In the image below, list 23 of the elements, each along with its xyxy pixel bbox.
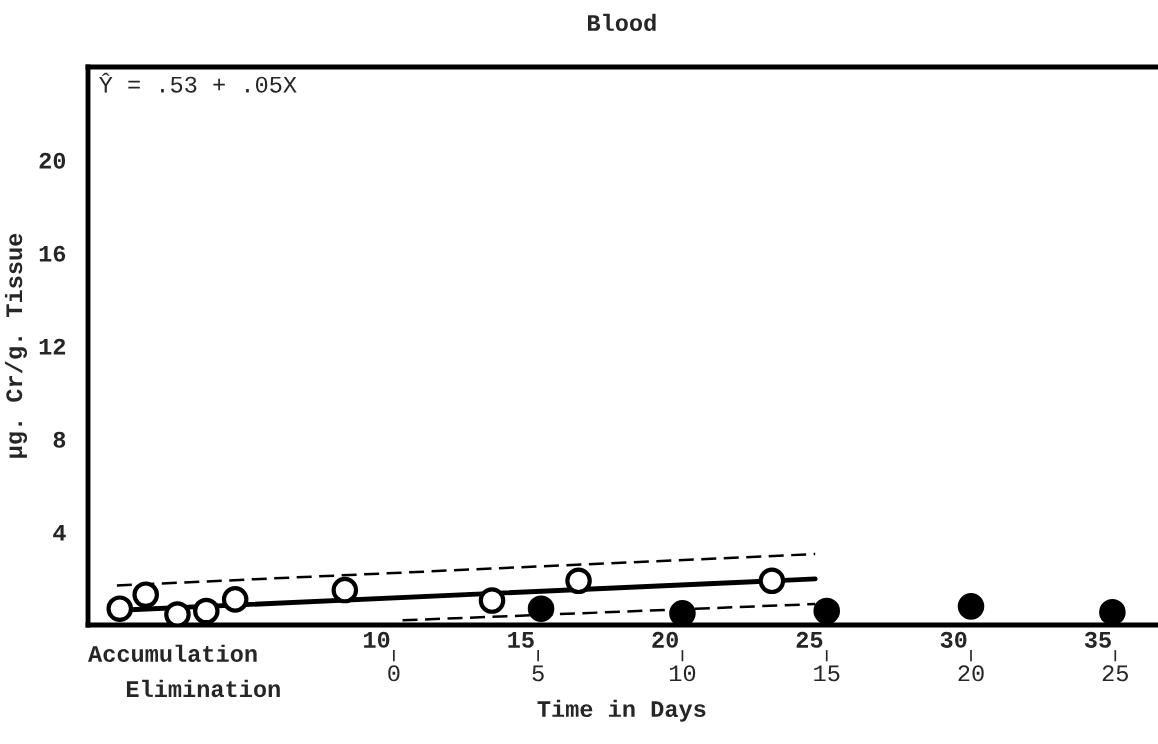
x2-tick-label: 10 — [669, 665, 696, 682]
x-tick-label: 30 — [940, 631, 967, 648]
x-tick-label: 20 — [652, 631, 678, 648]
text: Accumulation — [88, 644, 257, 662]
y-tick-label: 16 — [39, 245, 66, 262]
y-tick-label: 20 — [39, 152, 66, 169]
annotation: Ŷ = .53 + .05X — [99, 72, 297, 93]
x2-tick-label: 25 — [1102, 665, 1128, 682]
x-tick-label: 35 — [1084, 631, 1111, 648]
x2-tick-label: 0 — [388, 665, 400, 682]
x-tick-label: 10 — [363, 631, 390, 648]
y-tick-label: 4 — [53, 524, 66, 541]
y-tick-label: 8 — [53, 431, 66, 448]
y-tick-label: 12 — [39, 338, 66, 355]
x-tick-label: 15 — [508, 632, 534, 648]
x2-tick-label: 15 — [814, 665, 840, 682]
chart-title: Blood — [588, 13, 656, 32]
x-axis-title: Time in Days — [537, 699, 706, 722]
text: Elimination — [126, 679, 280, 698]
x-tick-label: 25 — [796, 631, 823, 648]
x2-tick-label: 5 — [532, 665, 544, 682]
x2-tick-label: 20 — [958, 665, 984, 682]
y-axis-title: μg. Cr/g. Tissue — [4, 233, 28, 458]
